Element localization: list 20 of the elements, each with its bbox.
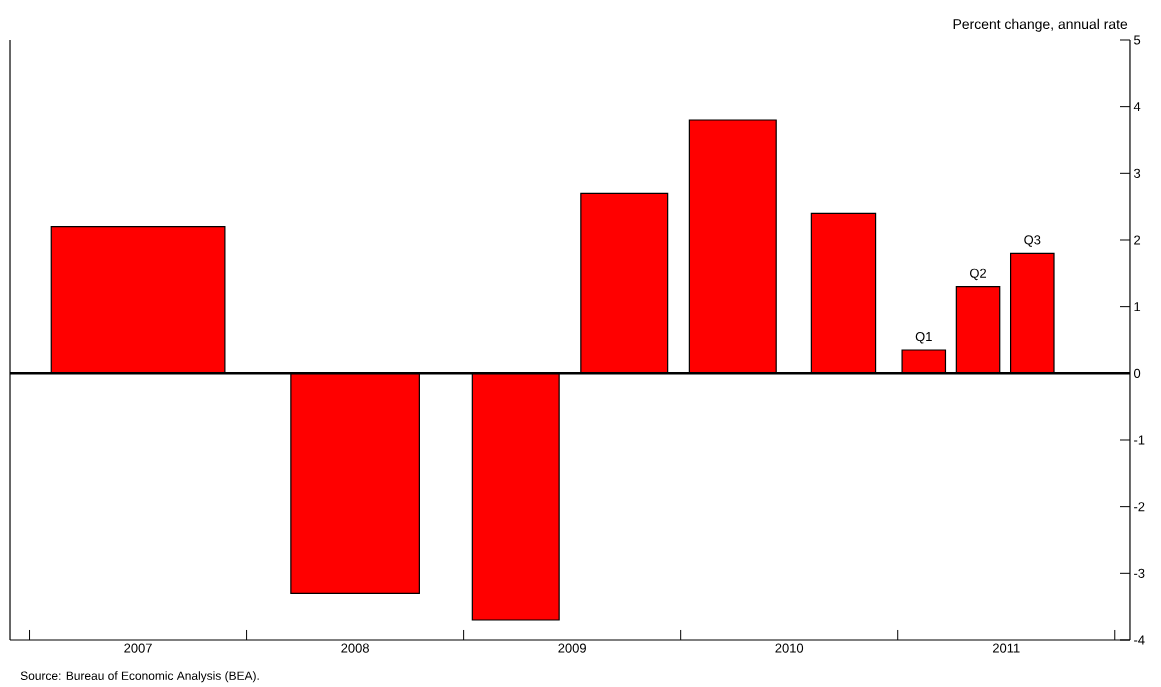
x-tick-label: 2008 [341, 643, 369, 653]
annotation: Q3 [1024, 235, 1041, 247]
y-tick-label: -4 [1134, 635, 1145, 645]
y-tick-label: 3 [1133, 168, 1141, 178]
y-tick-label: -2 [1134, 502, 1145, 512]
annotation: Q2 [970, 268, 987, 281]
y-tick-label: 5 [1134, 35, 1141, 45]
x-tick-label: 2011 [992, 643, 1020, 653]
y-tick-label: -3 [1134, 568, 1145, 578]
y-axis-title: Percent change, annual rate [953, 18, 1128, 32]
y-tick-label: 2 [1134, 235, 1141, 245]
x-tick-label: 2009 [558, 643, 586, 653]
y-tick-label: 0 [1133, 368, 1141, 378]
annotation: Q1 [915, 331, 932, 344]
source-note: Source: Bureau of Economic Analysis (BEA). [20, 671, 259, 683]
y-tick-label: -1 [1134, 435, 1145, 445]
y-tick-label: 1 [1134, 302, 1141, 312]
x-tick-label: 2007 [124, 643, 152, 653]
x-tick-label: 2010 [775, 643, 804, 653]
y-tick-label: 4 [1133, 102, 1141, 112]
